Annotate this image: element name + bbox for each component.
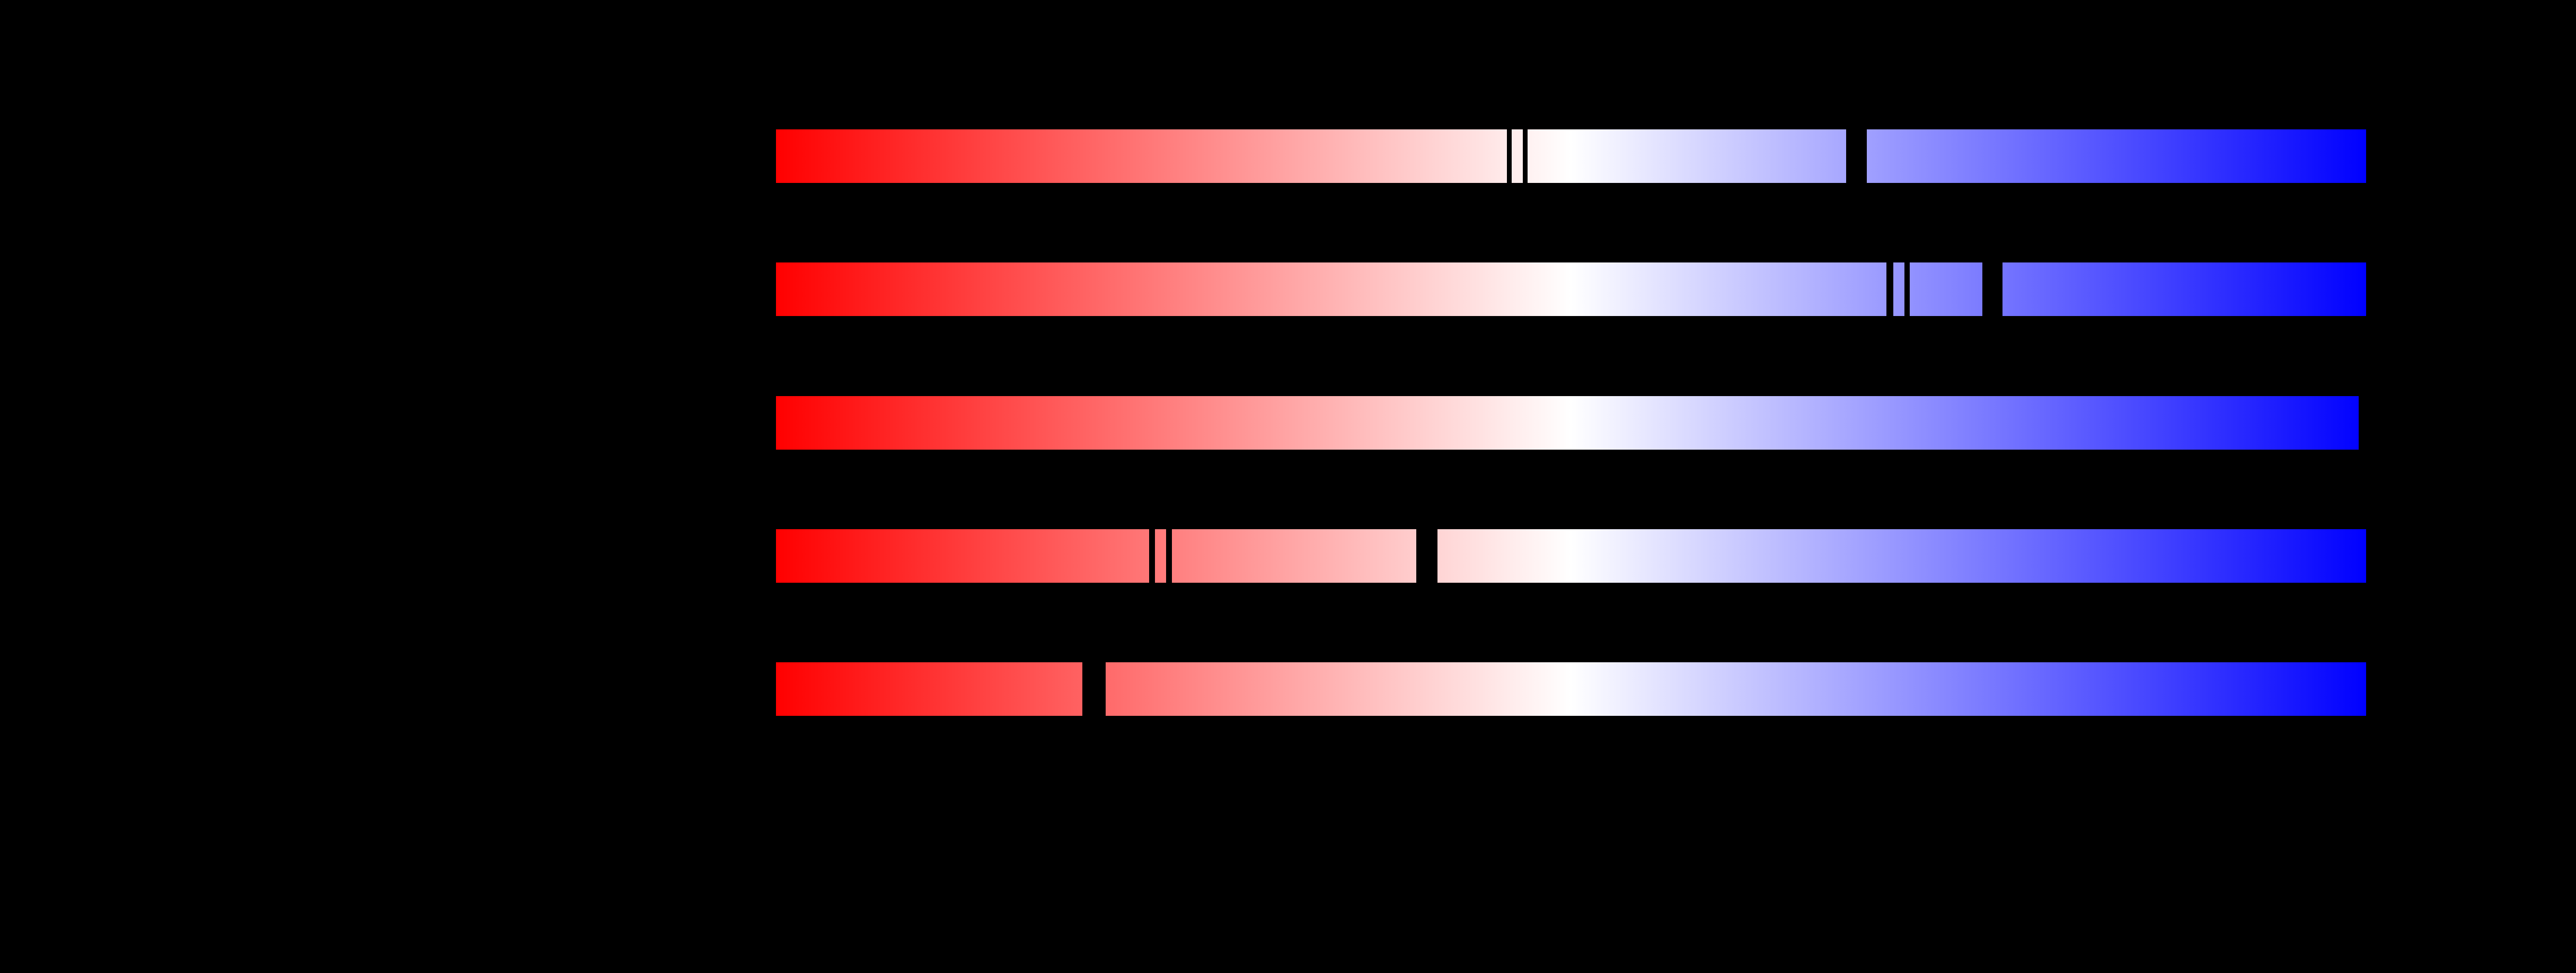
bar-segment [776,129,1507,183]
bar-segment [1867,129,2366,183]
bar-segment [1528,129,1846,183]
gradient-bar-row-2 [0,262,2576,316]
bar-segment [1106,662,2366,716]
bar-segment [1512,129,1523,183]
gradient-bar-row-3 [0,396,2576,450]
bar-segment [1155,529,1166,583]
gradient-bar-row-1 [0,129,2576,183]
bar-segment [1910,262,1982,316]
bar-segment [1437,529,2366,583]
bar-segment [776,662,1082,716]
bar-segment [1172,529,1416,583]
gradient-bar-row-4 [0,529,2576,583]
bar-segment [1893,262,1904,316]
bar-segment [776,529,1149,583]
bar-segment [776,396,2359,450]
bar-segment [776,262,1886,316]
bar-segment [2002,262,2366,316]
gradient-bar-row-5 [0,662,2576,716]
